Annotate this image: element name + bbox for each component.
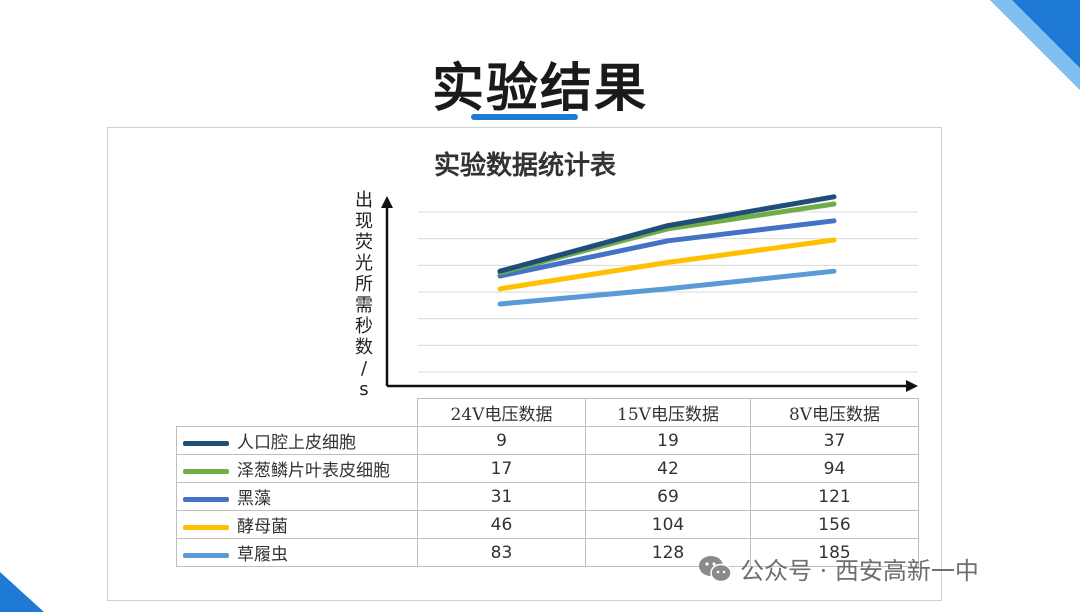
data-value: 128 — [585, 538, 751, 567]
table-header-row: 24V电压数据 15V电压数据 8V电压数据 — [176, 398, 919, 427]
y-axis-label-char: 所 — [355, 274, 373, 295]
y-axis-label-char: 出 — [355, 190, 373, 211]
category-label: 15V电压数据 — [585, 398, 751, 427]
chart-title: 实验数据统计表 — [433, 151, 616, 181]
data-value: 83 — [417, 538, 586, 567]
y-axis-label: 出现荧光所需秒数 / s — [352, 190, 376, 400]
series-line — [497, 237, 837, 292]
table-row: 人口腔上皮细胞 9 19 37 — [176, 426, 919, 455]
category-label: 24V电压数据 — [417, 398, 586, 427]
series-name: 黑藻 — [237, 489, 271, 509]
watermark-text: 公众号 · 西安高新一中 — [740, 557, 979, 585]
y-axis-label-char: 数 — [355, 337, 373, 358]
series-name-cell: 黑藻 — [176, 482, 418, 511]
series-name: 泽葱鳞片叶表皮细胞 — [237, 461, 390, 481]
series-name-cell: 泽葱鳞片叶表皮细胞 — [176, 454, 418, 483]
data-value: 121 — [750, 482, 919, 511]
data-value: 19 — [585, 426, 751, 455]
data-value: 9 — [417, 426, 586, 455]
table-row: 泽葱鳞片叶表皮细胞 17 42 94 — [176, 454, 919, 483]
table-corner-cell — [176, 398, 418, 427]
category-label: 8V电压数据 — [750, 398, 919, 427]
title-underline — [471, 114, 578, 120]
wechat-icon — [699, 555, 732, 582]
y-axis-label-char: 秒 — [355, 316, 373, 337]
legend-swatch — [183, 441, 229, 446]
y-axis-label-char: 荧 — [355, 232, 373, 253]
series-name-cell: 草履虫 — [176, 538, 418, 567]
legend-swatch — [183, 525, 229, 530]
data-value: 94 — [750, 454, 919, 483]
series-name-cell: 人口腔上皮细胞 — [176, 426, 418, 455]
series-name-cell: 酵母菌 — [176, 510, 418, 539]
data-value: 104 — [585, 510, 751, 539]
series-name: 酵母菌 — [237, 517, 288, 537]
y-axis-label-char: s — [359, 379, 369, 400]
data-value: 31 — [417, 482, 586, 511]
series-line — [497, 218, 837, 279]
legend-swatch — [183, 497, 229, 502]
data-value: 46 — [417, 510, 586, 539]
y-axis-label-char: 光 — [355, 253, 373, 274]
data-value: 42 — [585, 454, 751, 483]
series-line — [497, 268, 837, 307]
data-value: 37 — [750, 426, 919, 455]
legend-swatch — [183, 469, 229, 474]
data-value: 69 — [585, 482, 751, 511]
chart-frame — [107, 127, 942, 601]
watermark: 公众号 · 西安高新一中 — [698, 551, 979, 586]
corner-decoration-bottom-left — [0, 572, 44, 612]
corner-decoration-top-right — [990, 0, 1080, 90]
data-value: 17 — [417, 454, 586, 483]
y-axis-label-char: 需 — [355, 295, 373, 316]
y-axis-arrow — [381, 196, 393, 208]
data-table: 24V电压数据 15V电压数据 8V电压数据 人口腔上皮细胞 9 19 37 泽葱鳞片叶表皮细… — [176, 398, 919, 567]
table-row: 酵母菌 46 104 156 — [176, 510, 919, 539]
table-row: 草履虫 83 128 185 — [176, 538, 919, 567]
slide-title: 实验结果 — [431, 59, 648, 119]
data-value: 156 — [750, 510, 919, 539]
data-value: 185 — [750, 538, 919, 567]
x-axis-arrow — [906, 380, 918, 392]
y-axis-label-char: / — [360, 358, 368, 379]
table-row: 黑藻 31 69 121 — [176, 482, 919, 511]
series-line — [497, 194, 837, 274]
series-name: 草履虫 — [237, 545, 288, 565]
legend-swatch — [183, 553, 229, 558]
series-name: 人口腔上皮细胞 — [237, 433, 356, 453]
y-axis-label-char: 现 — [355, 211, 373, 232]
